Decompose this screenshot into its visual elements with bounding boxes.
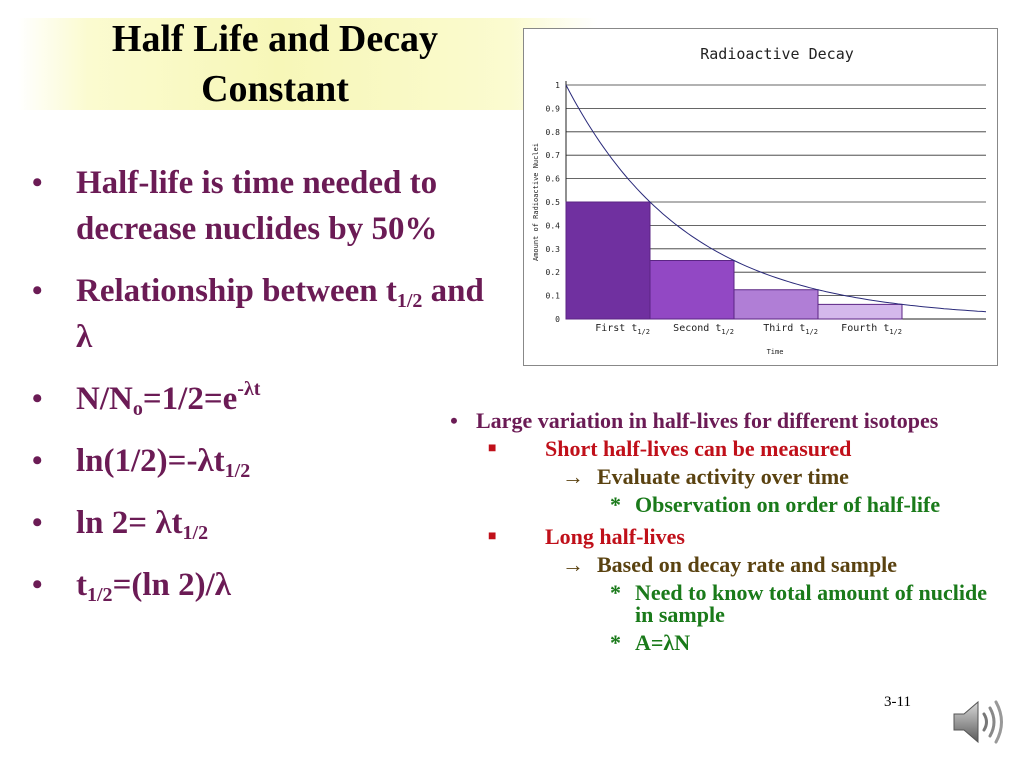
left-bullet-text: ln(1/2)=-λt1/2 [76, 443, 251, 482]
y-tick-label: 0.1 [546, 292, 561, 301]
short-halflife-item: ■ Short half-lives can be measured [488, 436, 852, 461]
y-tick-label: 0.4 [546, 221, 561, 230]
bar [565, 201, 651, 320]
variation-item: • Large variation in half-lives for diff… [450, 408, 939, 433]
y-tick-label: 0 [555, 315, 560, 324]
chart-svg: 0 0.1 0.2 0.3 0.4 0.5 0.6 0.7 0.8 0.9 1 First t1/2 S… [532, 45, 987, 356]
short-sub-item: → Evaluate activity over time [562, 462, 992, 492]
decay-curve [565, 84, 987, 313]
x-tick-label: Fourth t1/2 [841, 323, 902, 336]
left-bullet-text: Relationship between t1/2 and λ [76, 273, 484, 355]
activity-note-text: A=λN [635, 630, 691, 655]
speaker-icon[interactable] [948, 696, 1008, 748]
left-bullet: • Half-life is time needed to decrease nu… [32, 160, 487, 252]
long-note-item: * Need to know total amount of nuclide i… [610, 582, 992, 626]
arrow-icon: → [562, 464, 584, 489]
long-sub-text: Based on decay rate and sample [597, 552, 898, 577]
chart-title: Radioactive Decay [700, 45, 854, 63]
left-bullet-list: • Half-life is time needed to decrease nu… [32, 160, 487, 624]
slide-title: Half Life and Decay Constant [111, 18, 439, 110]
left-bullet: • ln 2= λt1/2 [32, 500, 487, 546]
title-band [18, 18, 598, 110]
right-bullet-list: • Large variation in half-lives for diff… [432, 410, 992, 654]
long-halflife-text: Long half-lives [545, 524, 685, 549]
y-tick-label: 0.7 [546, 151, 561, 160]
x-tick-label: Third t1/2 [763, 323, 818, 336]
arrow-icon: → [562, 552, 584, 577]
y-tick-label: 0.2 [546, 268, 561, 277]
y-tick-label: 0.8 [546, 128, 561, 137]
y-axis-label: Amount of Radioactive Nuclei [532, 143, 540, 261]
slide-number: 3-11 [884, 694, 911, 710]
bar [817, 303, 903, 320]
y-tick-label: 0.6 [546, 175, 561, 184]
left-bullet: • N/No=1/2=e-λt [32, 378, 261, 420]
short-note-item: * Observation on order of half-life [610, 492, 941, 517]
long-halflife-item: ■ Long half-lives [488, 524, 685, 549]
decay-chart: 0 0.1 0.2 0.3 0.4 0.5 0.6 0.7 0.8 0.9 1 First t1/2 S… [523, 28, 998, 366]
y-tick-label: 1 [555, 81, 560, 90]
left-bullet: • ln(1/2)=-λt1/2 [32, 438, 487, 484]
left-bullet: • Relationship between t1/2 and λ [32, 268, 487, 360]
short-note-text: Observation on order of half-life [635, 492, 941, 517]
left-bullet-text: N/No=1/2=e-λt [76, 378, 261, 420]
long-note-text: Need to know total amount of nuclide in … [635, 580, 988, 627]
long-sub-item: → Based on decay rate and sample [562, 550, 992, 580]
left-bullet-text: t1/2=(ln 2)/λ [76, 567, 231, 606]
short-halflife-text: Short half-lives can be measured [545, 436, 852, 461]
variation-text: Large variation in half-lives for differ… [476, 408, 939, 433]
left-bullet-text: Half-life is time needed to decrease nuc… [76, 165, 438, 247]
left-bullet-text: ln 2= λt1/2 [76, 505, 209, 544]
left-bullet: • t1/2=(ln 2)/λ [32, 562, 487, 608]
y-tick-label: 0.5 [546, 198, 561, 207]
activity-note-item: * A=λN [610, 630, 691, 655]
x-tick-label: Second t1/2 [673, 323, 734, 336]
x-tick-label: First t1/2 [595, 323, 650, 336]
x-axis-label: Time [767, 348, 784, 356]
y-tick-label: 0.3 [546, 245, 561, 254]
bar [649, 260, 735, 320]
y-tick-label: 0.9 [546, 104, 561, 113]
short-sub-text: Evaluate activity over time [597, 464, 849, 489]
bar [733, 289, 819, 320]
